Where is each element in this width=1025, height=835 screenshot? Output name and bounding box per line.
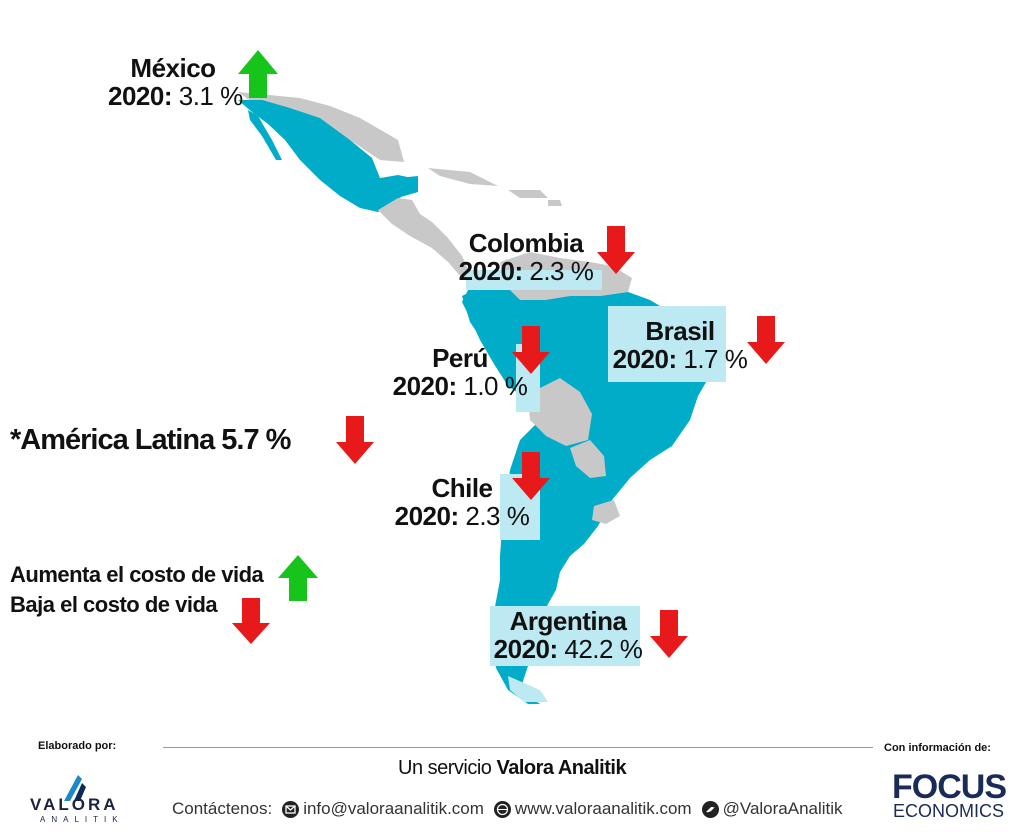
legend-down-label: Baja el costo de vida <box>10 592 218 617</box>
paraguay-land <box>570 440 606 478</box>
chile-value: 2.3 % <box>465 501 530 531</box>
peru-year: 2020: <box>392 371 458 401</box>
latam-down-arrow-icon <box>336 416 374 464</box>
legend-down-arrow-icon <box>232 598 270 644</box>
brasil-label: Brasil 2020: 1.7 % <box>612 318 748 372</box>
brasil-value-line: 2020: 1.7 % <box>612 346 748 372</box>
legend-up-label: Aumenta el costo de vida <box>10 562 264 587</box>
caribbean-islands <box>428 168 562 206</box>
chile-name: Chile <box>431 473 493 503</box>
brasil-down-arrow-icon <box>747 316 785 364</box>
mexico-value-line: 2020: 3.1 % <box>108 81 243 111</box>
peru-value: 1.0 % <box>463 371 528 401</box>
colombia-name: Colombia <box>468 228 584 258</box>
brasil-name: Brasil <box>645 316 715 346</box>
twitter-icon <box>701 800 719 818</box>
contact-web[interactable]: www.valoraanalitik.com <box>514 799 692 818</box>
colombia-down-arrow-icon <box>597 226 635 274</box>
peru-down-arrow-icon <box>512 326 550 374</box>
central-america-land <box>378 198 472 278</box>
valora-wordmark: VALORA <box>30 795 119 814</box>
servicio-prefix: Un servicio <box>398 757 497 779</box>
bolivia-land <box>528 378 592 446</box>
argentina-value-line: 2020: 42.2 % <box>490 636 646 662</box>
mexico-value: 3.1 % <box>178 81 244 111</box>
economics-wordmark: ECONOMICS <box>893 801 1005 821</box>
peru-name: Perú <box>432 343 488 373</box>
email-icon <box>282 800 300 818</box>
chile-label: Chile 2020: 2.3 % <box>392 475 532 529</box>
colombia-label: Colombia 2020: 2.3 % <box>456 230 596 284</box>
mexico-up-arrow-icon <box>238 50 278 98</box>
baja-california <box>248 110 282 160</box>
argentina-name: Argentina <box>509 606 627 636</box>
chile-value-line: 2020: 2.3 % <box>392 503 532 529</box>
mexico-year: 2020: <box>108 81 173 111</box>
colombia-highlight <box>466 270 602 290</box>
latam-total: *América Latina 5.7 % <box>10 424 291 456</box>
globe-icon <box>493 800 511 818</box>
colombia-value: 2.3 % <box>529 256 594 286</box>
contact-twitter[interactable]: @ValoraAnalitik <box>722 799 843 818</box>
con-informacion: Con información de: <box>884 742 991 754</box>
brasil-year: 2020: <box>612 344 678 374</box>
servicio-line: Un servicio Valora Analitik <box>398 757 627 780</box>
mexico-land <box>238 100 412 212</box>
tierra-del-fuego <box>508 676 548 702</box>
footer-divider <box>163 747 873 748</box>
argentina-year: 2020: <box>493 634 559 664</box>
brasil-value: 1.7 % <box>683 344 748 374</box>
argentina-label: Argentina 2020: 42.2 % <box>490 608 646 662</box>
peru-value-line: 2020: 1.0 % <box>392 373 528 399</box>
focus-wordmark: FOCUS <box>892 768 1007 806</box>
chile-down-arrow-icon <box>512 452 550 500</box>
legend-up-arrow-icon <box>278 555 318 601</box>
colombia-year: 2020: <box>458 256 524 286</box>
contact-email[interactable]: info@valoraanalitik.com <box>303 799 484 818</box>
usa-land <box>238 92 404 162</box>
chile-year: 2020: <box>394 501 460 531</box>
yucatan <box>398 176 418 196</box>
valora-logo-icon <box>64 775 86 801</box>
contact-line: Contáctenos: info@valoraanalitik.com www… <box>172 799 849 819</box>
contact-label: Contáctenos: <box>172 799 273 818</box>
brasil-highlight <box>608 306 726 382</box>
peru-label: Perú 2020: 1.0 % <box>392 345 528 399</box>
argentina-down-arrow-icon <box>650 610 688 658</box>
colombia-value-line: 2020: 2.3 % <box>456 258 596 284</box>
elaborado-por: Elaborado por: <box>38 740 117 752</box>
servicio-brand: Valora Analitik <box>496 757 627 779</box>
argentina-value: 42.2 % <box>564 634 643 664</box>
argentina-highlight <box>490 606 640 666</box>
mexico-label: México 2020: 3.1 % <box>108 53 243 111</box>
colombia-land <box>462 282 520 340</box>
uruguay-land <box>592 500 620 524</box>
analitik-wordmark: ANALITIK <box>40 815 124 824</box>
mexico-name: México <box>130 53 216 83</box>
